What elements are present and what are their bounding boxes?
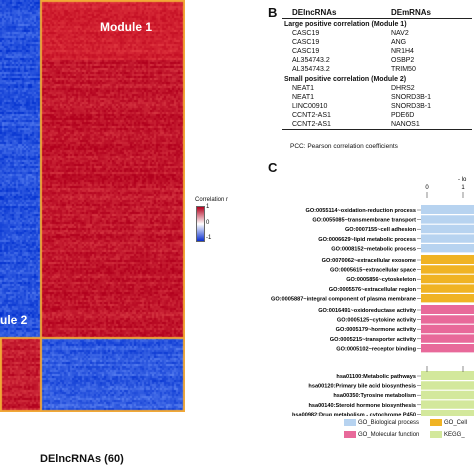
colorbar-tick-mid: 0 (206, 220, 210, 226)
legend-item-cc: GO_Cell (430, 419, 467, 426)
legend-item-mf: GO_Molecular function (344, 431, 419, 438)
category-label: GO:0055085~transmembrane transport (312, 218, 416, 224)
legend-swatch (430, 431, 442, 438)
category-label: GO:0005856~cytoskeleton (346, 277, 416, 283)
table-row: AL354743.2 TRIM50 (282, 65, 472, 74)
table-row: NEAT1 DHRS2 (282, 84, 472, 93)
category-label: hsa00120:Primary bile acid biosynthesis (308, 384, 416, 390)
legend-label: KEGG_ (444, 432, 465, 439)
module-1-label: Module 1 (100, 20, 153, 34)
axis-title-partial: - lo (458, 177, 467, 183)
enrichment-bar-chart: 0 1 - lo GO:0055114~oxidation-reduction … (271, 177, 474, 416)
mrna-cell: NANOS1 (380, 120, 472, 130)
axis-tick-1: 1 (461, 185, 465, 191)
enrichment-legend: GO_Biological process GO_Cell GO_Molecul… (344, 417, 474, 474)
category-label: GO:0007155~cell adhesion (345, 227, 417, 233)
table-row: CASC19 NAV2 (282, 29, 472, 38)
panel-c-letter: C (268, 160, 278, 175)
category-label: GO:0006629~lipid metabolic process (318, 237, 416, 243)
mrna-cell: SNORD3B-1 (390, 94, 432, 101)
colorbar (196, 206, 205, 242)
lncrna-cell: LINC00910 (292, 103, 328, 110)
mrna-cell: PDE6D (390, 112, 415, 119)
legend-item-bp: GO_Biological process (344, 419, 419, 426)
bar-group-0 (421, 205, 474, 253)
lncrna-cell: AL354743.2 (292, 57, 330, 64)
category-label: GO:0016491~oxidoreductase activity (318, 308, 417, 314)
table-row: CASC19 ANG (282, 38, 472, 47)
mrna-cell: DHRS2 (390, 85, 415, 92)
table-row: CCNT2-AS1 NANOS1 (282, 120, 472, 130)
lncrna-cell: CASC19 (292, 48, 320, 55)
header-lncrna: DElncRNAs (282, 8, 381, 19)
pcc-note: PCC: Pearson correlation coefficients (290, 143, 398, 150)
module-2-label: ule 2 (0, 313, 28, 327)
mrna-cell: SNORD3B-1 (390, 103, 432, 110)
lncrna-cell: CCNT2-AS1 (292, 112, 331, 119)
legend-label: GO_Molecular function (358, 432, 420, 439)
category-label: GO:0005887~integral component of plasma … (271, 296, 416, 302)
legend-swatch (344, 419, 356, 426)
category-label: GO:0070062~extracellular exosome (322, 258, 416, 264)
category-label: GO:0008152~metabolic process (331, 246, 416, 252)
legend-swatch (430, 419, 442, 426)
section-title-module-1: Large positive correlation (Module 1) (284, 21, 407, 28)
panel-b-letter: B (268, 5, 278, 20)
category-label: GO:0005215~transporter activity (330, 337, 417, 343)
legend-item-kegg: KEGG_ (430, 431, 465, 438)
colorbar-tick-low: -1 (206, 235, 212, 241)
table-row: AL354743.2 OSBP2 (282, 56, 472, 65)
mrna-cell: TRIM50 (390, 66, 416, 73)
axis-tick-0: 0 (425, 185, 429, 191)
mrna-cell: NR1H4 (390, 48, 414, 55)
section-title-module-2: Small positive correlation (Module 2) (284, 76, 407, 83)
table-header-row: DElncRNAs DEmRNAs (282, 8, 472, 19)
legend-label: GO_Cell (444, 420, 468, 427)
bar-group-2 (421, 305, 474, 353)
category-label: GO:0055114~oxidation-reduction process (305, 208, 416, 214)
legend-swatch (344, 431, 356, 438)
lncrna-cell: NEAT1 (292, 85, 315, 92)
category-label: hsa00982:Drug metabolism - cytochrome P4… (292, 412, 416, 416)
bar-group-1 (421, 255, 474, 303)
table-row: NEAT1 SNORD3B-1 (282, 93, 472, 102)
mrna-cell: NAV2 (390, 30, 409, 37)
colorbar-title: Correlation r (195, 197, 229, 203)
category-label: GO:0005179~hormone activity (336, 327, 417, 333)
bar-group-3 (421, 371, 474, 416)
lncrna-cell: CCNT2-AS1 (282, 120, 381, 130)
table-row: LINC00910 SNORD3B-1 (282, 102, 472, 111)
mrna-cell: OSBP2 (390, 57, 415, 64)
correlation-heatmap (0, 0, 185, 412)
header-mrna: DEmRNAs (380, 8, 472, 19)
category-label: hsa01100:Metabolic pathways (336, 374, 416, 380)
category-label: GO:0005615~extracellular space (330, 268, 416, 274)
lncrna-cell: CASC19 (292, 30, 320, 37)
lncrna-cell: NEAT1 (292, 94, 315, 101)
category-label: GO:0005125~cytokine activity (337, 318, 417, 324)
mrna-cell: ANG (390, 39, 407, 46)
category-label: hsa00350:Tyrosine metabolism (333, 393, 416, 399)
colorbar-tick-high: 1 (206, 204, 210, 210)
category-label: GO:0005102~receptor binding (336, 346, 416, 352)
table-row: CASC19 NR1H4 (282, 47, 472, 56)
category-label: hsa00140:Steroid hormone biosynthesis (308, 403, 416, 409)
correlation-table: DElncRNAs DEmRNAs Large positive correla… (282, 8, 472, 130)
category-label: GO:0005576~extracellular region (329, 287, 417, 293)
lncrna-cell: CASC19 (292, 39, 320, 46)
table-row: CCNT2-AS1 PDE6D (282, 111, 472, 120)
lncrna-cell: AL354743.2 (292, 66, 330, 73)
legend-label: GO_Biological process (358, 420, 420, 427)
heatmap-x-axis-title: DElncRNAs (60) (40, 453, 124, 465)
